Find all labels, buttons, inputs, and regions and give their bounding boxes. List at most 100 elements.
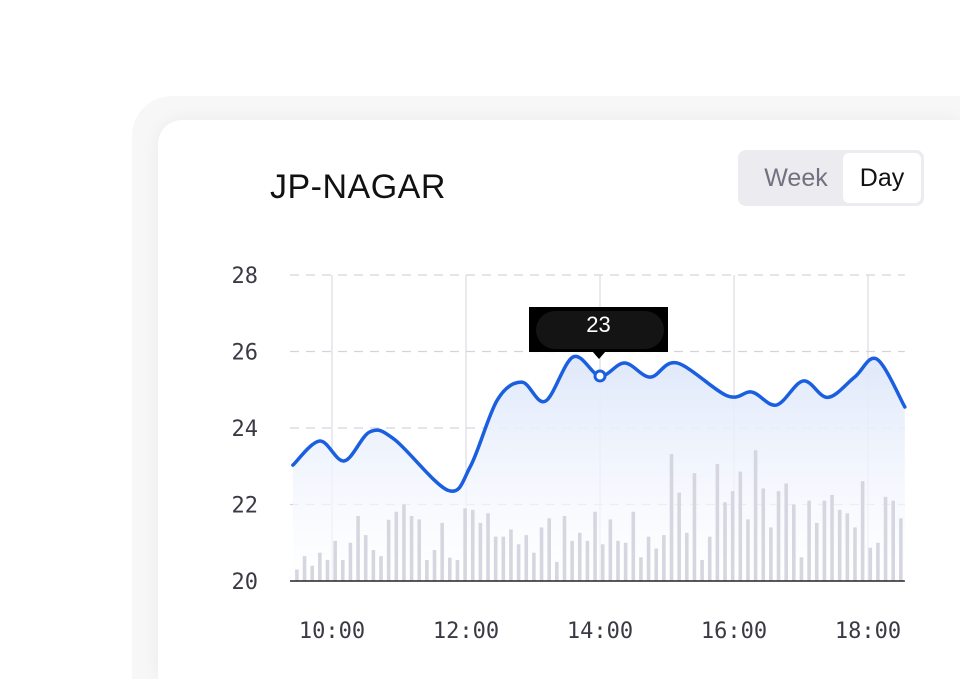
bar [318, 552, 322, 581]
bar [470, 509, 475, 581]
bar [409, 515, 414, 581]
bar [669, 454, 674, 581]
bar [769, 527, 773, 581]
bar [333, 540, 337, 581]
bar [425, 559, 429, 581]
bar [784, 483, 788, 581]
bar [830, 494, 834, 581]
bar [532, 552, 536, 581]
bar [600, 544, 605, 581]
period-toggle: Week Day [738, 150, 924, 206]
bar [753, 450, 758, 581]
bar [883, 496, 888, 581]
bar [356, 515, 360, 581]
bar [761, 488, 766, 581]
bar [493, 536, 498, 581]
bar [463, 508, 467, 581]
bar [325, 559, 330, 581]
bar [860, 481, 865, 581]
x-tick-label: 14:00 [567, 619, 633, 644]
bar [662, 535, 666, 581]
bar [448, 557, 452, 581]
bar [608, 519, 613, 581]
bar [394, 511, 399, 581]
bar [776, 491, 781, 581]
bar [799, 557, 804, 581]
bar [623, 542, 628, 581]
y-tick-label: 24 [232, 417, 259, 442]
tooltip: 23 [529, 307, 668, 359]
bar [402, 504, 406, 581]
bar [585, 540, 590, 581]
bar [646, 536, 651, 581]
bar [845, 513, 850, 581]
bar [379, 556, 383, 581]
bar [853, 527, 857, 581]
bar [654, 548, 659, 581]
card-title: JP-NAGAR [270, 168, 446, 206]
y-tick-label: 28 [232, 264, 259, 289]
bar [616, 540, 620, 581]
highlight-point [593, 369, 607, 383]
bar [501, 536, 506, 581]
bar [868, 547, 873, 581]
bar [386, 519, 391, 581]
bar [723, 502, 727, 581]
bar [593, 511, 597, 581]
tooltip-arrow [592, 351, 606, 359]
bar [891, 500, 896, 581]
x-tick-label: 18:00 [835, 619, 901, 644]
bar [792, 504, 796, 581]
x-tick-label: 16:00 [701, 619, 767, 644]
bar [539, 527, 544, 581]
bar [509, 529, 513, 581]
bar [371, 550, 376, 581]
bar [577, 532, 582, 581]
bar [524, 535, 529, 581]
bar [302, 556, 307, 581]
bar [738, 471, 743, 581]
bar [899, 518, 903, 581]
bar [837, 509, 842, 581]
bar [822, 500, 827, 581]
bar [440, 522, 444, 581]
bar [363, 535, 368, 581]
toggle-day[interactable]: Day [843, 153, 921, 203]
bar [348, 542, 353, 581]
area-fill [292, 356, 905, 581]
bar [432, 550, 437, 581]
bar [692, 473, 697, 581]
bar [570, 540, 574, 581]
bar [814, 522, 819, 581]
bar [707, 536, 712, 581]
bar [455, 559, 460, 581]
bar [417, 519, 422, 581]
bar [547, 518, 551, 581]
bar [807, 500, 811, 581]
bar [876, 542, 880, 581]
tooltip-value: 23 [586, 312, 611, 337]
bar [555, 561, 559, 581]
bar [295, 569, 299, 581]
bar [478, 522, 483, 581]
bar [631, 511, 636, 581]
bar [310, 565, 315, 581]
y-tick-label: 22 [232, 494, 259, 519]
y-tick-label: 20 [232, 570, 259, 595]
bar [746, 519, 750, 581]
bar [730, 491, 735, 581]
bar [340, 559, 345, 581]
bar [677, 492, 681, 581]
bar [516, 544, 521, 581]
toggle-week[interactable]: Week [764, 164, 828, 192]
bar [639, 557, 643, 581]
bar [684, 532, 689, 581]
bar [700, 559, 704, 581]
bar [486, 513, 490, 581]
bar [562, 515, 567, 581]
y-tick-label: 26 [232, 341, 259, 366]
tooltip-pill [536, 311, 664, 349]
x-tick-label: 12:00 [433, 619, 499, 644]
x-tick-label: 10:00 [299, 619, 365, 644]
